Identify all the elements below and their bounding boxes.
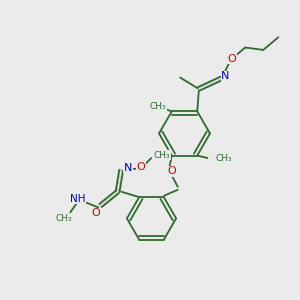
Text: CH₃: CH₃ [215,154,232,163]
Text: NH: NH [70,194,86,204]
Text: O: O [228,54,236,64]
Text: O: O [136,162,145,172]
Text: O: O [167,166,176,176]
Text: CH₃: CH₃ [150,102,166,111]
Text: N: N [124,163,132,173]
Text: N: N [221,71,230,81]
Text: O: O [91,208,100,218]
Text: CH₃: CH₃ [154,151,170,160]
Text: CH₃: CH₃ [56,214,73,224]
